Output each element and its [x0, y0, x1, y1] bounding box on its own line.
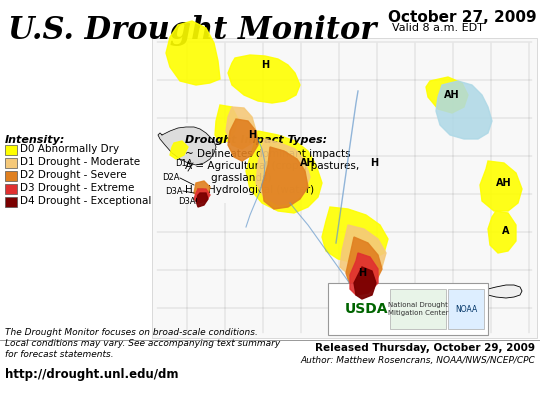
Bar [5, 158, 17, 168]
Bar [5, 197, 17, 207]
Text: National Drought
Mitigation Center: National Drought Mitigation Center [388, 303, 448, 316]
Bar [5, 171, 17, 181]
Text: D3 Drought - Extreme: D3 Drought - Extreme [20, 183, 134, 193]
Text: October 27, 2009: October 27, 2009 [388, 10, 537, 25]
Text: Author: Matthew Rosencrans, NOAA/NWS/NCEP/CPC: Author: Matthew Rosencrans, NOAA/NWS/NCE… [300, 356, 535, 365]
Polygon shape [346, 237, 382, 287]
Text: AH: AH [444, 90, 460, 100]
Text: Local conditions may vary. See accompanying text summary: Local conditions may vary. See accompany… [5, 339, 280, 348]
Polygon shape [246, 131, 322, 213]
Polygon shape [350, 253, 378, 295]
Text: H = Hydrological (water): H = Hydrological (water) [185, 185, 314, 195]
Text: H: H [370, 158, 378, 168]
Text: The Drought Monitor focuses on broad-scale conditions.: The Drought Monitor focuses on broad-sca… [5, 328, 258, 337]
Text: http://drought.unl.edu/dm: http://drought.unl.edu/dm [5, 368, 179, 381]
Polygon shape [480, 161, 522, 211]
Polygon shape [436, 81, 492, 139]
Polygon shape [158, 127, 216, 165]
Polygon shape [486, 285, 522, 298]
Text: D1 Drought - Moderate: D1 Drought - Moderate [20, 157, 140, 167]
Text: Intensity:: Intensity: [5, 135, 65, 145]
Polygon shape [215, 105, 238, 143]
Text: D4 Drought - Exceptional: D4 Drought - Exceptional [20, 196, 151, 206]
Text: D2 Drought - Severe: D2 Drought - Severe [20, 170, 126, 180]
Bar [155, 123, 255, 203]
Bar [448, 289, 484, 329]
Text: for forecast statements.: for forecast statements. [5, 350, 113, 359]
Polygon shape [196, 193, 208, 207]
Bar [152, 38, 537, 338]
Text: USDA: USDA [345, 302, 388, 316]
Polygon shape [322, 207, 388, 263]
Text: D2A: D2A [162, 174, 179, 183]
Text: D3A: D3A [165, 187, 183, 195]
Polygon shape [354, 267, 376, 299]
Polygon shape [426, 77, 468, 113]
Text: Drought Impact Types:: Drought Impact Types: [185, 135, 327, 145]
Text: U.S. Drought Monitor: U.S. Drought Monitor [8, 15, 376, 46]
Bar [328, 283, 488, 335]
Text: A = Agricultural (crops, pastures,: A = Agricultural (crops, pastures, [185, 161, 359, 171]
Text: ~ Delineates dominant impacts: ~ Delineates dominant impacts [185, 149, 350, 159]
Text: Valid 8 a.m. EDT: Valid 8 a.m. EDT [392, 23, 484, 33]
Text: AH: AH [496, 178, 512, 188]
Text: D1A: D1A [175, 158, 192, 168]
Polygon shape [256, 139, 310, 205]
Polygon shape [226, 107, 256, 149]
Polygon shape [194, 181, 210, 198]
Polygon shape [340, 225, 386, 277]
Text: AH: AH [300, 158, 316, 168]
Polygon shape [262, 147, 308, 209]
Polygon shape [228, 55, 300, 103]
Text: Released Thursday, October 29, 2009: Released Thursday, October 29, 2009 [315, 343, 535, 353]
Text: A: A [502, 226, 510, 236]
Bar [390, 289, 446, 329]
Text: H: H [261, 60, 269, 70]
Polygon shape [166, 21, 220, 85]
Polygon shape [170, 141, 188, 159]
Text: D3A: D3A [178, 197, 195, 206]
Text: grasslands): grasslands) [185, 173, 272, 183]
Bar [5, 184, 17, 194]
Bar [5, 145, 17, 155]
Text: H: H [358, 268, 366, 278]
Polygon shape [488, 211, 516, 253]
Polygon shape [228, 119, 258, 161]
Text: NOAA: NOAA [455, 305, 477, 314]
Polygon shape [194, 189, 210, 203]
Text: H: H [248, 130, 256, 140]
Text: D0 Abnormally Dry: D0 Abnormally Dry [20, 144, 119, 154]
